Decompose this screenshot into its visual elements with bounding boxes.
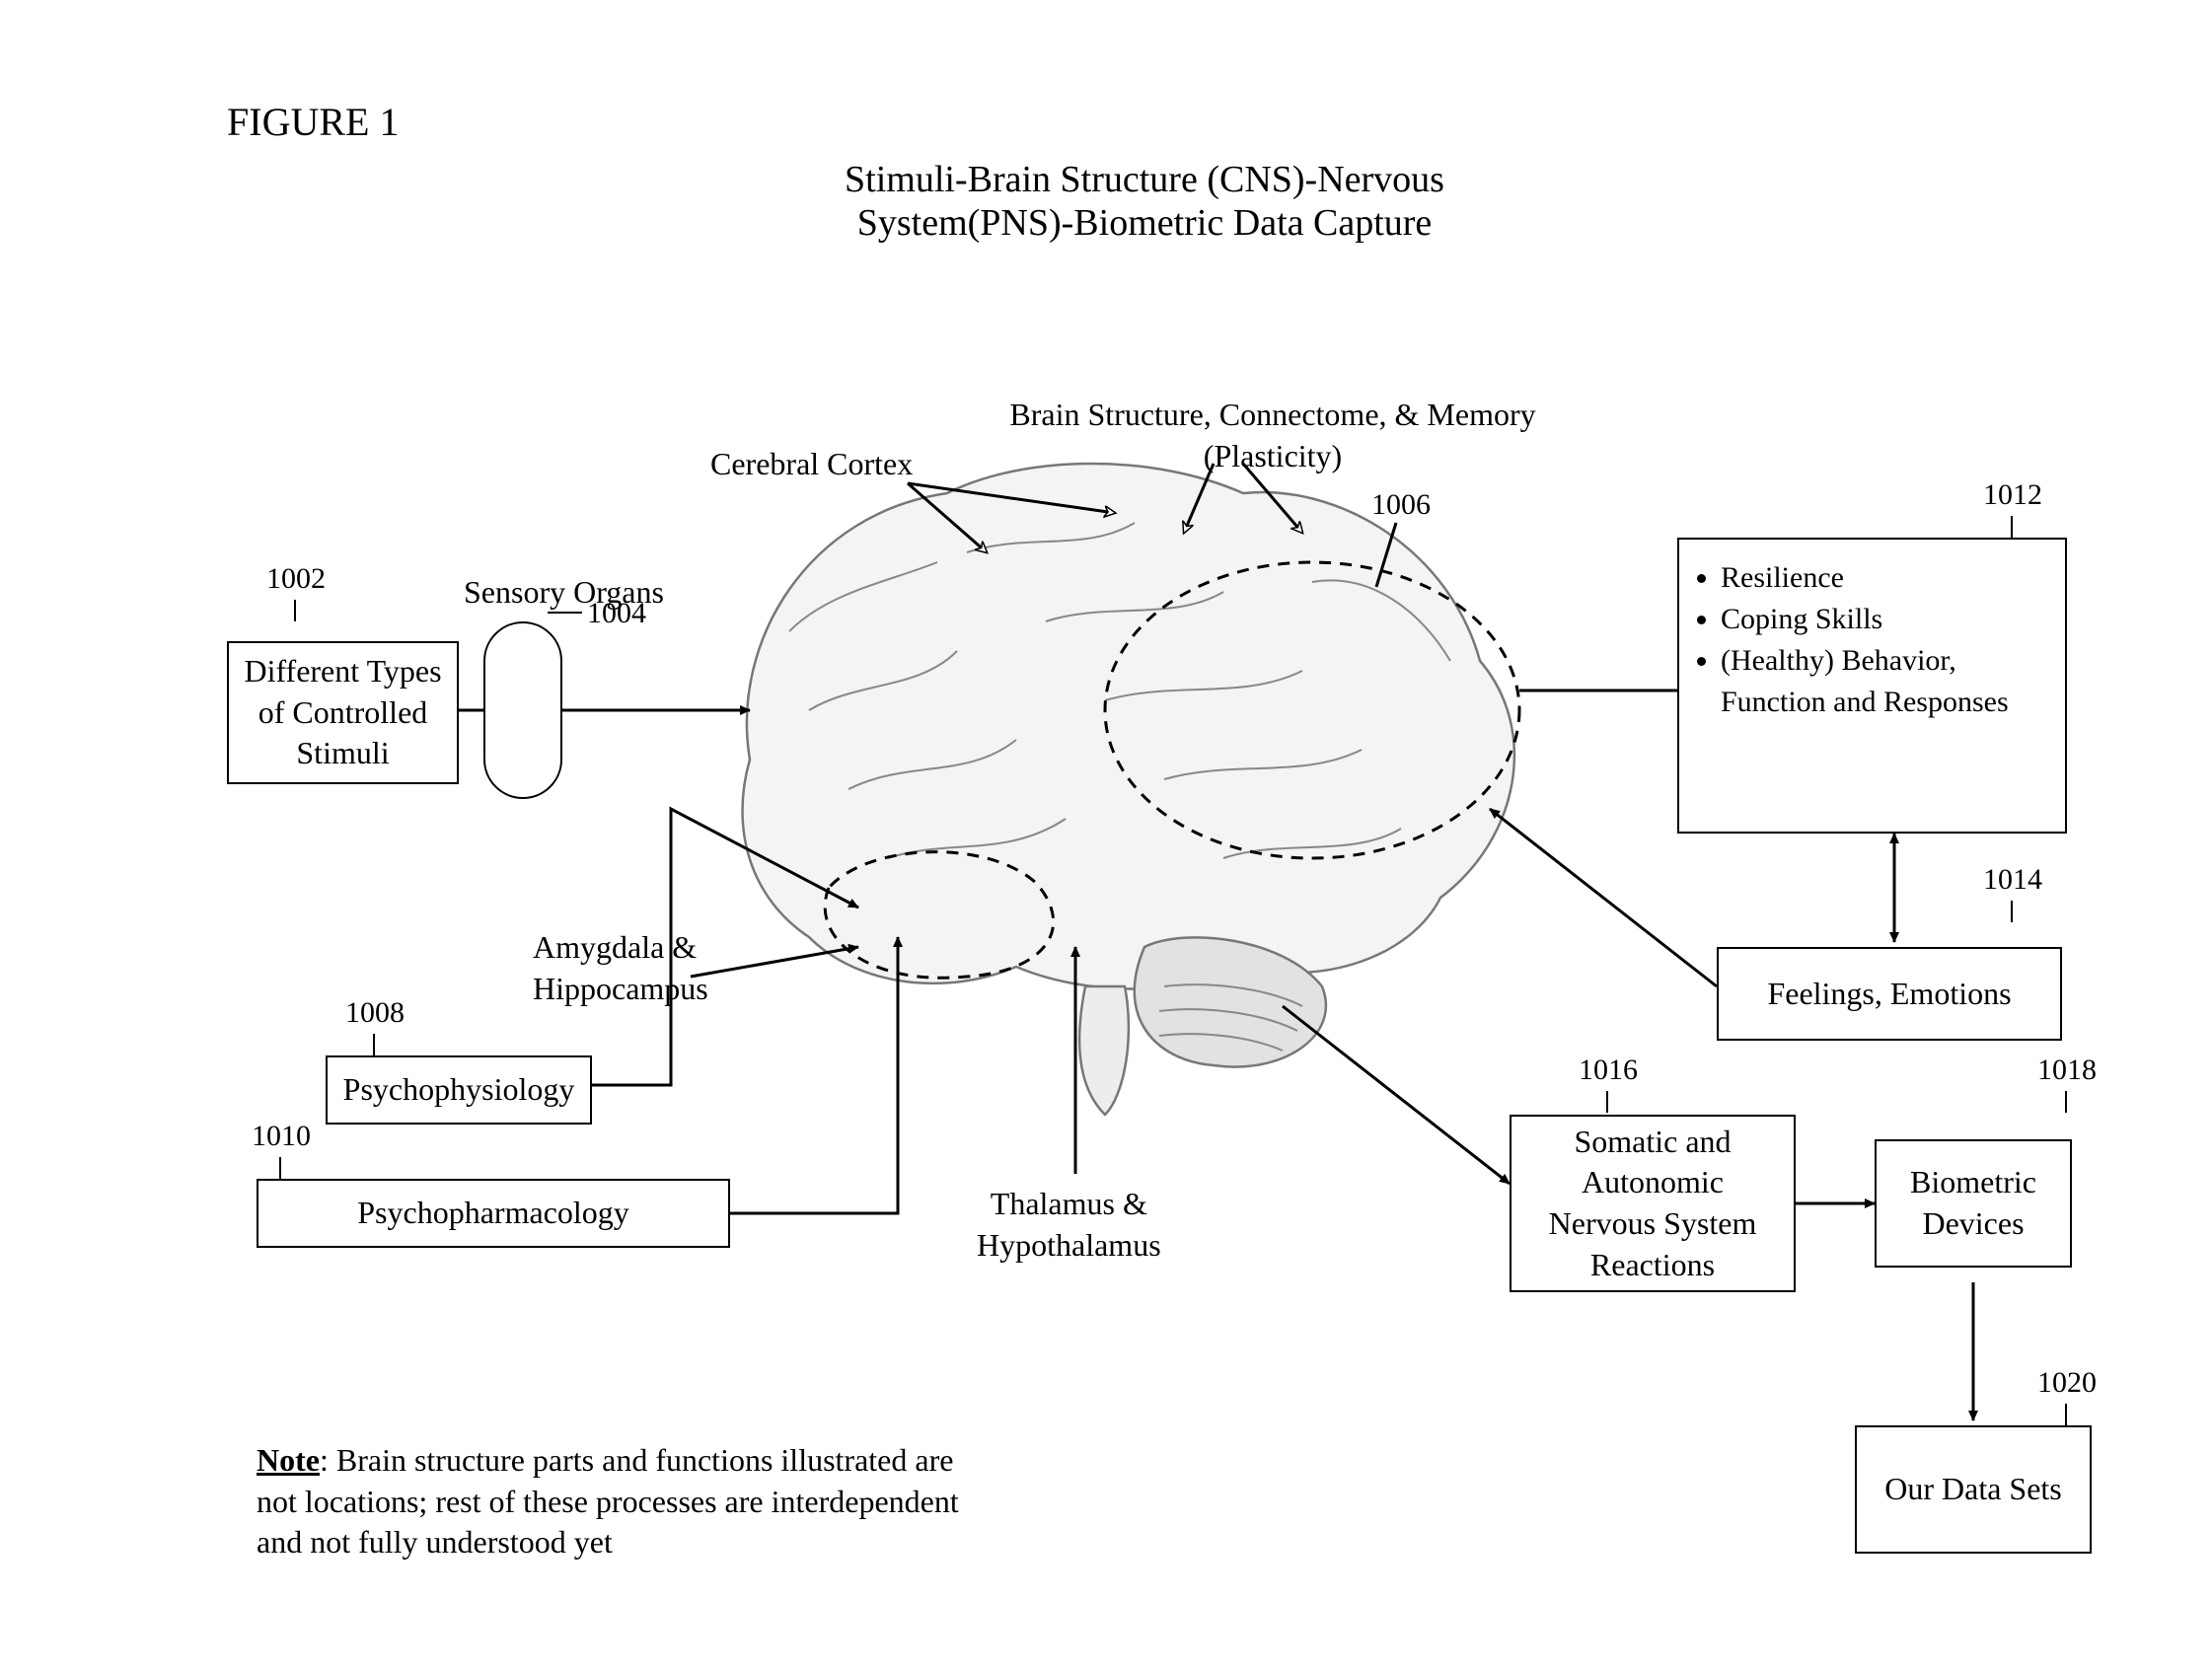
- ref-1020-tick: [2065, 1404, 2067, 1425]
- ref-1012: 1012: [1983, 478, 2042, 512]
- box-psychophysiology: Psychophysiology: [326, 1055, 592, 1125]
- figure-label: FIGURE 1: [227, 99, 399, 145]
- box-feelings: Feelings, Emotions: [1717, 947, 2062, 1041]
- box-datasets: Our Data Sets: [1855, 1425, 2092, 1554]
- ref-1016-tick: [1606, 1091, 1608, 1113]
- label-thalamus-l1: Thalamus &: [991, 1186, 1147, 1221]
- ref-1014: 1014: [1983, 863, 2042, 897]
- label-amygdala-l1: Amygdala &: [533, 929, 697, 965]
- ref-1010-tick: [279, 1157, 281, 1179]
- note-prefix: Note: [257, 1442, 320, 1478]
- ref-1006: 1006: [1371, 488, 1431, 522]
- ref-1004-tick: [548, 612, 582, 614]
- label-plasticity-l1: Brain Structure, Connectome, & Memory: [1009, 397, 1535, 432]
- label-brain-plasticity: Brain Structure, Connectome, & Memory (P…: [967, 395, 1579, 476]
- label-thalamus: Thalamus & Hypothalamus: [977, 1184, 1161, 1266]
- label-amygdala: Amygdala & Hippocampus: [533, 927, 708, 1009]
- label-amygdala-l2: Hippocampus: [533, 971, 708, 1006]
- resilience-item-2: (Healthy) Behavior, Function and Respons…: [1721, 640, 2051, 723]
- ref-1016: 1016: [1579, 1053, 1638, 1087]
- ref-1008: 1008: [345, 996, 405, 1030]
- diagram-note: Note: Brain structure parts and function…: [257, 1440, 967, 1563]
- box-biometric: Biometric Devices: [1875, 1139, 2072, 1268]
- brain-shape: [743, 464, 1514, 1115]
- note-body: : Brain structure parts and functions il…: [257, 1442, 959, 1560]
- resilience-item-1: Coping Skills: [1721, 599, 2051, 640]
- ref-1002-tick: [294, 600, 296, 621]
- diagram-canvas: FIGURE 1 Stimuli-Brain Structure (CNS)-N…: [0, 0, 2212, 1671]
- ref-1004: 1004: [587, 597, 646, 630]
- box-psychopharmacology: Psychopharmacology: [257, 1179, 730, 1248]
- box-stimuli: Different Types of Controlled Stimuli: [227, 641, 459, 784]
- ref-1018: 1018: [2037, 1053, 2097, 1087]
- label-cerebral-cortex: Cerebral Cortex: [710, 444, 913, 485]
- ref-1008-tick: [373, 1034, 375, 1055]
- brain-illustration: [0, 0, 2212, 1671]
- label-thalamus-l2: Hypothalamus: [977, 1227, 1161, 1263]
- resilience-list: Resilience Coping Skills (Healthy) Behav…: [1693, 557, 2051, 723]
- title-line-1: Stimuli-Brain Structure (CNS)-Nervous: [845, 159, 1444, 200]
- box-somatic: Somatic and Autonomic Nervous System Rea…: [1510, 1115, 1796, 1292]
- ref-1018-tick: [2065, 1091, 2067, 1113]
- resilience-item-0: Resilience: [1721, 557, 2051, 599]
- title-line-2: System(PNS)-Biometric Data Capture: [857, 202, 1433, 244]
- ref-1002: 1002: [266, 562, 326, 596]
- diagram-title: Stimuli-Brain Structure (CNS)-Nervous Sy…: [750, 158, 1539, 245]
- ref-1010: 1010: [252, 1120, 311, 1153]
- sensory-organs-shape: [483, 621, 562, 799]
- ref-1012-tick: [2011, 516, 2013, 538]
- ref-1020: 1020: [2037, 1366, 2097, 1400]
- box-resilience: Resilience Coping Skills (Healthy) Behav…: [1677, 538, 2067, 834]
- ref-1014-tick: [2011, 901, 2013, 922]
- label-plasticity-l2: (Plasticity): [1204, 438, 1342, 473]
